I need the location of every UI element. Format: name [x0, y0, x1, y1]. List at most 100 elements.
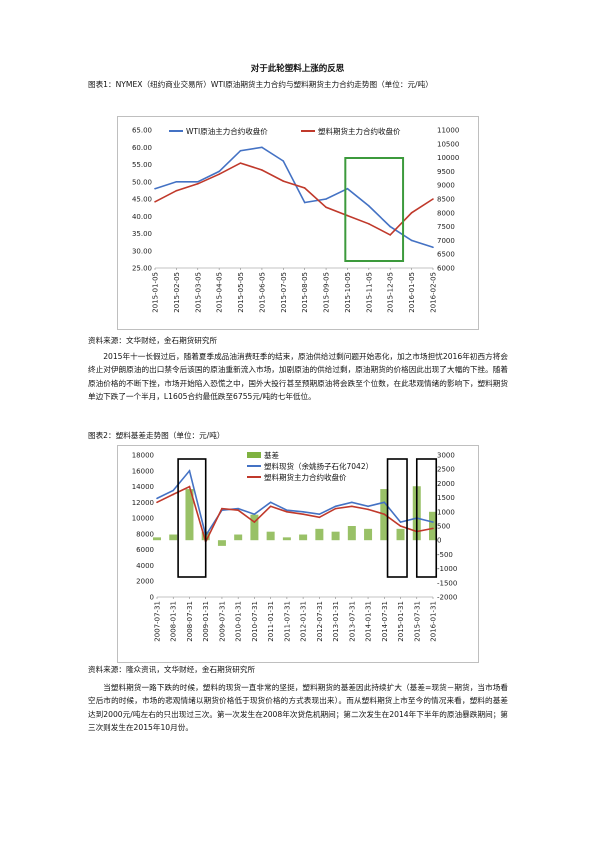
- series-point: [239, 149, 242, 152]
- y-right-tick-label: 0: [437, 537, 441, 545]
- y-left-tick-label: 25.00: [132, 265, 152, 273]
- fig2-caption: 图表2：塑料基差走势图（单位：元/吨）: [88, 431, 225, 440]
- basis-bar: [364, 528, 373, 541]
- basis-bar: [185, 489, 194, 541]
- series-point: [410, 212, 413, 214]
- chart-basis: 1800016000140001200010000800060004000200…: [117, 445, 479, 663]
- series-point: [175, 189, 178, 192]
- x-tick-label: 2014-07-31: [381, 601, 389, 642]
- x-tick-label: 2012-07-31: [316, 601, 324, 642]
- series-point: [237, 507, 239, 510]
- series-point: [318, 513, 321, 515]
- x-tick-label: 2012-01-31: [300, 601, 308, 642]
- x-tick-label: 2015-02-05: [173, 272, 181, 313]
- series-point: [351, 505, 353, 508]
- y-right-tick-label: 9500: [437, 168, 455, 176]
- series-point: [172, 493, 175, 496]
- series-point: [261, 169, 263, 171]
- y-left-tick-label: 10000: [132, 515, 154, 523]
- y-right-tick-label: -1000: [437, 565, 457, 573]
- series-line-0: [154, 146, 434, 249]
- y-left-tick-label: 16000: [132, 467, 154, 475]
- y-right-tick-label: 1000: [437, 508, 455, 516]
- series-point: [351, 501, 353, 504]
- y-left-tick-label: 60.00: [132, 144, 152, 152]
- series-point: [432, 527, 434, 530]
- series-point: [239, 162, 242, 164]
- y-left-tick-label: 35.00: [132, 230, 152, 238]
- x-tick-label: 2015-03-05: [194, 272, 202, 313]
- x-tick-label: 2015-04-05: [216, 272, 224, 313]
- x-tick-label: 2015-07-31: [413, 601, 421, 642]
- series-point: [302, 513, 304, 515]
- series-point: [261, 146, 263, 149]
- x-tick-label: 2016-01-31: [430, 601, 438, 642]
- basis-bar: [347, 526, 356, 541]
- y-left-tick-label: 50.00: [132, 178, 152, 186]
- series-point: [346, 214, 349, 217]
- series-point: [325, 198, 327, 200]
- series-point: [367, 508, 369, 511]
- basis-bar: [217, 540, 226, 546]
- series-point: [282, 180, 285, 182]
- basis-bar: [429, 511, 437, 541]
- x-tick-label: 2015-01-31: [397, 601, 405, 642]
- highlight-box: [415, 458, 438, 578]
- basis-bar: [331, 531, 340, 541]
- y-left-tick-label: 8000: [136, 530, 154, 538]
- series-point: [346, 187, 349, 190]
- basis-bar: [266, 531, 275, 541]
- y-left-tick-label: 6000: [136, 546, 154, 554]
- x-tick-label: 2014-01-31: [365, 601, 373, 642]
- x-tick-label: 2009-07-31: [218, 601, 226, 642]
- x-tick-label: 2016-01-05: [408, 272, 416, 313]
- series-point: [334, 507, 337, 510]
- y-right-tick-label: 6000: [437, 265, 455, 273]
- y-left-tick-label: 65.00: [132, 127, 152, 135]
- y-left-tick-label: 12000: [132, 499, 154, 507]
- series-point: [302, 511, 304, 513]
- series-point: [196, 180, 199, 183]
- x-tick-label: 2015-10-05: [344, 272, 352, 313]
- y-right-tick-label: 6500: [437, 251, 455, 259]
- series-point: [389, 234, 392, 236]
- y-right-tick-label: 3000: [437, 452, 455, 460]
- basis-bar: [396, 528, 405, 541]
- fig2-source: 资料来源：隆众资讯，文华财经，金石期货研究所: [88, 665, 256, 674]
- series-point: [399, 521, 402, 523]
- legend-label: 塑料现货（余姚扬子石化7042）: [264, 461, 373, 471]
- series-point: [196, 183, 199, 185]
- y-right-tick-label: 9000: [437, 182, 455, 190]
- series-point: [156, 501, 158, 504]
- series-point: [253, 513, 256, 515]
- basis-bar: [315, 528, 324, 541]
- series-point: [432, 246, 434, 249]
- series-point: [286, 509, 288, 512]
- series-point: [399, 525, 402, 527]
- basis-bar: [250, 514, 259, 541]
- series-point: [172, 489, 175, 492]
- x-tick-label: 2009-01-31: [202, 601, 210, 642]
- basis-bar: [282, 537, 291, 541]
- paragraph-2: 当塑料期货一路下跌的时候，塑料的现货一直非常的坚挺，塑料期货的基差因此持续扩大（…: [88, 683, 508, 732]
- basis-bar: [299, 534, 308, 541]
- series-point: [325, 206, 327, 209]
- series-point: [269, 501, 272, 504]
- series-point: [318, 516, 321, 519]
- x-tick-label: 2015-05-05: [237, 272, 245, 313]
- y-right-tick-label: 2000: [437, 480, 455, 488]
- y-right-tick-label: 8000: [437, 209, 455, 217]
- basis-bar: [234, 534, 243, 541]
- legend-label: 基差: [264, 450, 279, 460]
- y-left-tick-label: 4000: [136, 562, 154, 570]
- series-point: [156, 497, 158, 500]
- y-left-tick-label: 18000: [132, 452, 154, 460]
- series-point: [269, 505, 272, 508]
- series-point: [282, 160, 285, 162]
- series-point: [218, 173, 220, 175]
- legend-label: 塑料期货主力合约收盘价: [264, 472, 347, 482]
- basis-bar: [153, 537, 161, 541]
- series-point: [334, 505, 337, 508]
- series-point: [237, 509, 239, 512]
- x-tick-label: 2008-01-31: [170, 601, 178, 642]
